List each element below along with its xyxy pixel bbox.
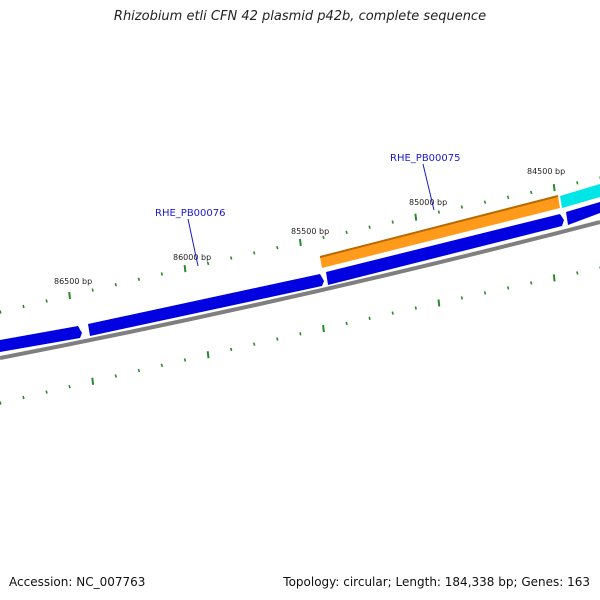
- position-label-84500: 84500 bp: [527, 167, 565, 176]
- outer-tick: [552, 183, 556, 192]
- inner-tick: [253, 342, 256, 346]
- inner-tick: [68, 384, 71, 389]
- outer-tick: [183, 264, 187, 273]
- accession-text: Accession: NC_007763: [9, 575, 146, 589]
- inner-tick: [552, 274, 556, 282]
- inner-tick: [0, 401, 2, 405]
- inner-tick: [506, 286, 510, 290]
- outer-tick: [530, 190, 533, 195]
- outer-tick: [368, 225, 371, 229]
- outer-tick: [0, 310, 2, 314]
- cds-segment-4[interactable]: [566, 202, 600, 225]
- inner-tick: [45, 390, 48, 394]
- inner-tick: [414, 306, 417, 310]
- gene-rhe-pb00075[interactable]: [320, 196, 560, 268]
- inner-tick: [530, 281, 533, 285]
- inner-tick: [276, 337, 279, 341]
- inner-tick: [437, 299, 441, 307]
- outer-tick: [22, 304, 25, 309]
- inner-tick: [160, 363, 164, 368]
- sequence-info-text: Topology: circular; Length: 184,338 bp; …: [283, 575, 590, 589]
- inner-tick: [460, 296, 464, 300]
- label-connector-rhe-pb00076: [187, 218, 199, 267]
- inner-tick: [368, 316, 371, 321]
- gene-rhe-pb00075-edge: [319, 195, 559, 258]
- inner-tick: [22, 395, 25, 400]
- inner-tick: [483, 291, 487, 295]
- outer-tick: [137, 277, 141, 282]
- cds-segment-1[interactable]: [0, 326, 82, 352]
- inner-tick: [183, 358, 187, 362]
- inner-tick: [114, 374, 117, 378]
- position-label-86500: 86500 bp: [54, 277, 92, 286]
- position-label-86000: 86000 bp: [173, 253, 211, 262]
- inner-tick: [230, 347, 233, 352]
- outer-tick: [506, 195, 510, 200]
- cds-segment-2[interactable]: [88, 274, 324, 336]
- outer-tick: [45, 299, 48, 303]
- label-connector-rhe-pb00075: [422, 163, 435, 211]
- outer-tick: [437, 210, 441, 214]
- outer-tick: [322, 235, 325, 240]
- inner-tick-ring: [0, 266, 600, 405]
- inner-tick: [345, 321, 348, 326]
- outer-tick: [345, 230, 348, 235]
- outer-tick: [460, 205, 464, 209]
- outer-tick: [414, 213, 418, 221]
- gene-label-rhe-pb00076: RHE_PB00076: [155, 208, 226, 219]
- outer-tick: [391, 220, 394, 224]
- outer-tick: [68, 291, 71, 300]
- outer-tick: [160, 272, 164, 276]
- inner-tick: [206, 351, 210, 359]
- inner-tick: [576, 271, 579, 275]
- outer-tick: [230, 256, 233, 260]
- outer-tick: [114, 282, 117, 287]
- inner-tick: [91, 377, 95, 385]
- inner-tick: [391, 311, 394, 315]
- outer-tick: [91, 288, 94, 292]
- inner-tick: [322, 324, 325, 333]
- map-title: Rhizobium etli CFN 42 plasmid p42b, comp…: [113, 9, 487, 24]
- cds-segment-3[interactable]: [326, 214, 564, 285]
- position-label-85000: 85000 bp: [409, 198, 447, 207]
- outer-tick-ring: [0, 176, 600, 314]
- outer-tick: [276, 245, 279, 250]
- outer-tick: [483, 200, 487, 204]
- inner-tick: [137, 368, 141, 373]
- gene-cyan[interactable]: [560, 184, 600, 208]
- outer-tick: [253, 251, 256, 255]
- inner-tick: [299, 332, 302, 336]
- outer-tick: [206, 261, 210, 266]
- outer-tick: [299, 238, 302, 247]
- position-label-85500: 85500 bp: [291, 227, 329, 236]
- sequence-backbone: [0, 220, 600, 360]
- outer-tick: [576, 181, 579, 185]
- gene-label-rhe-pb00075: RHE_PB00075: [390, 153, 461, 164]
